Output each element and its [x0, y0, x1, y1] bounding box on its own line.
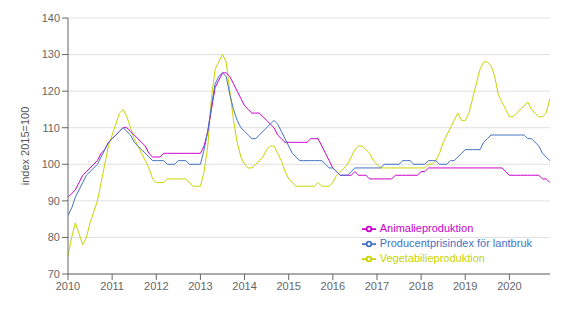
svg-text:2011: 2011	[100, 280, 124, 292]
html-text:Vegetabilieproduktion: Vegetabilieproduktion	[379, 251, 485, 264]
svg-text:80: 80	[48, 231, 60, 243]
svg-text:2017: 2017	[365, 280, 389, 292]
svg-text:120: 120	[42, 85, 60, 97]
svg-text:2013: 2013	[188, 280, 212, 292]
svg-text:130: 130	[42, 48, 60, 60]
svg-text:2018: 2018	[409, 280, 433, 292]
svg-text:2016: 2016	[321, 280, 345, 292]
svg-text:2019: 2019	[453, 280, 477, 292]
svg-text:2012: 2012	[144, 280, 168, 292]
svg-text:140: 140	[42, 12, 60, 24]
svg-text:2020: 2020	[497, 280, 521, 292]
svg-text:100: 100	[42, 158, 60, 170]
svg-text:2010: 2010	[56, 280, 80, 292]
svg-text:2015: 2015	[276, 280, 300, 292]
html-text:Producentprisindex för lantbru: Producentprisindex för lantbruk	[379, 236, 532, 249]
html-text:Animalieproduktion: Animalieproduktion	[379, 221, 474, 234]
svg-text:2014: 2014	[232, 280, 256, 292]
svg-text:index 2015=100: index 2015=100	[19, 107, 31, 186]
svg-text:90: 90	[48, 195, 60, 207]
svg-text:110: 110	[42, 122, 60, 134]
svg-text:70: 70	[48, 268, 60, 280]
